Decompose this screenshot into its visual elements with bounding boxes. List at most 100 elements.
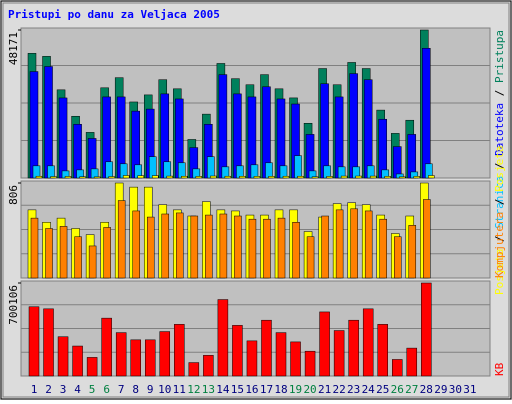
legend-entry: Posjeta xyxy=(493,249,506,295)
bar xyxy=(246,340,258,377)
bar xyxy=(93,176,101,179)
bar xyxy=(265,162,273,179)
bar xyxy=(50,176,57,179)
bar xyxy=(219,213,228,279)
bar xyxy=(148,156,157,179)
bar xyxy=(290,341,301,377)
bar xyxy=(30,217,39,279)
x-tick-label: 20 xyxy=(303,383,316,396)
legend-entry: Datoteka xyxy=(493,103,506,156)
bar xyxy=(217,299,229,377)
bar xyxy=(117,200,126,279)
bar xyxy=(263,218,271,279)
bar xyxy=(132,210,140,279)
bar xyxy=(79,176,86,179)
bar xyxy=(28,306,40,377)
legend-separator: / xyxy=(493,192,506,212)
legend: KB xyxy=(493,362,506,376)
x-tick-label: 28 xyxy=(420,383,433,396)
bar xyxy=(394,236,402,279)
x-tick-label: 17 xyxy=(260,383,273,396)
bar xyxy=(393,146,402,179)
bar xyxy=(224,175,232,179)
bar xyxy=(423,199,431,279)
x-tick-label: 29 xyxy=(434,383,447,396)
x-tick-label: 8 xyxy=(132,383,139,396)
bar xyxy=(248,218,257,279)
bar xyxy=(355,175,362,179)
bar xyxy=(64,176,72,179)
bar xyxy=(174,324,185,377)
bar xyxy=(384,176,391,179)
x-tick-label: 25 xyxy=(376,383,389,396)
bar xyxy=(350,208,358,279)
inner-frame xyxy=(2,2,510,398)
bar xyxy=(59,226,68,279)
bar xyxy=(72,345,83,377)
bar xyxy=(115,332,127,377)
bar xyxy=(378,118,387,179)
bar xyxy=(57,336,69,377)
bar xyxy=(101,317,112,377)
bar xyxy=(178,162,186,179)
bar xyxy=(45,228,53,279)
bar xyxy=(144,339,156,377)
x-tick-label: 11 xyxy=(173,383,186,396)
bar xyxy=(326,176,333,179)
legend-entry: Kompjutera xyxy=(493,212,506,278)
bar xyxy=(250,164,259,179)
bar xyxy=(190,215,199,279)
bar xyxy=(379,218,387,279)
bar xyxy=(233,93,242,179)
bar xyxy=(297,175,304,179)
x-tick-label: 5 xyxy=(89,383,96,396)
bar xyxy=(261,319,272,377)
legend: Posjeta / Stranica / Datoteka / Pristupa xyxy=(493,30,506,295)
bar xyxy=(333,330,345,377)
x-tick-label: 22 xyxy=(333,383,346,396)
bar xyxy=(103,227,111,279)
bar xyxy=(151,175,159,179)
bar xyxy=(349,73,358,179)
bar xyxy=(268,176,275,179)
bar xyxy=(29,71,39,179)
x-tick-label: 19 xyxy=(289,383,302,396)
bar xyxy=(88,245,97,279)
bar xyxy=(159,331,171,377)
x-tick-label: 3 xyxy=(60,383,67,396)
chart-title: Pristupi po danu za Veljaca 2005 xyxy=(8,8,220,21)
bar xyxy=(275,332,287,377)
legend-entry: Pristupa xyxy=(493,30,506,83)
x-tick-label: 31 xyxy=(463,383,476,396)
x-tick-label: 14 xyxy=(216,383,230,396)
bar xyxy=(277,217,286,279)
x-tick-label: 9 xyxy=(147,383,154,396)
legend-entry: Stranica xyxy=(493,176,506,229)
bar xyxy=(35,175,43,179)
legend-separator: / xyxy=(493,229,506,249)
bar xyxy=(47,165,55,179)
bar xyxy=(321,215,329,279)
bar xyxy=(105,161,113,179)
bar xyxy=(146,216,155,279)
legend: Kompjutera / Posjeta xyxy=(493,146,506,278)
bar xyxy=(422,48,431,179)
bar xyxy=(234,215,242,279)
bar xyxy=(122,175,130,179)
bar xyxy=(363,79,373,179)
bar xyxy=(58,97,68,179)
bar xyxy=(408,225,417,279)
bar xyxy=(392,359,403,377)
x-tick-label: 18 xyxy=(274,383,287,396)
bar xyxy=(362,308,374,377)
x-tick-label: 10 xyxy=(158,383,171,396)
x-tick-label: 2 xyxy=(45,383,52,396)
bar xyxy=(181,175,188,179)
bar xyxy=(86,357,98,377)
bar xyxy=(210,175,217,179)
bar xyxy=(294,155,302,179)
bar xyxy=(413,176,421,179)
bar xyxy=(421,282,432,377)
bar xyxy=(319,311,330,377)
bar xyxy=(282,175,290,179)
